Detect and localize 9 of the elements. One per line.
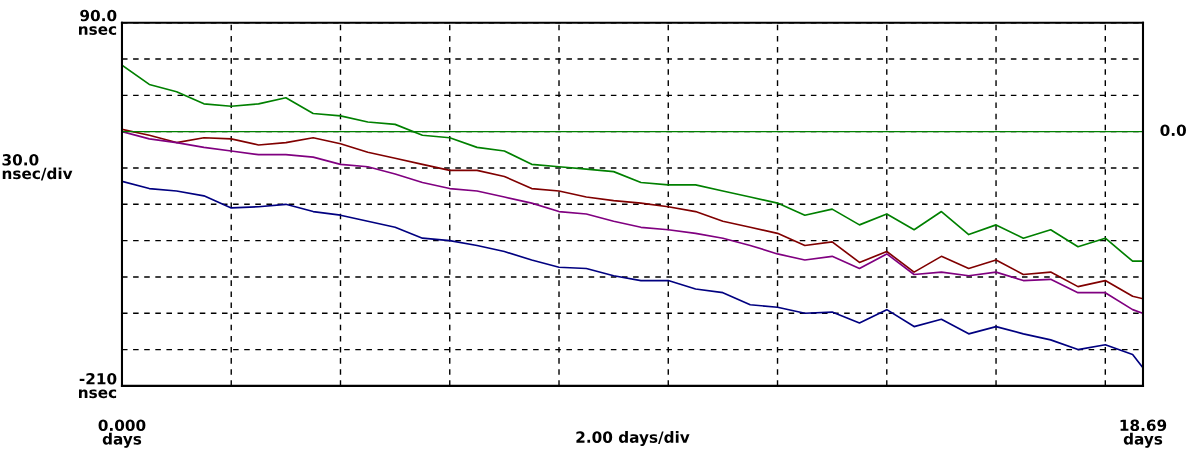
x-tick-label: 0.000 days xyxy=(98,419,146,448)
x-axis-title: 2.00 days/div xyxy=(576,431,690,446)
y-tick-label: 90.0 nsec xyxy=(79,9,117,35)
ref-line-label: 0.0 xyxy=(1160,124,1186,137)
line-series xyxy=(121,180,1143,369)
y-axis-title: 30.0 nsec/div xyxy=(2,154,73,181)
y-tick-label: -210 nsec xyxy=(79,372,117,399)
x-tick-label: 18.69 days xyxy=(1120,419,1167,448)
line-series xyxy=(121,64,1143,263)
